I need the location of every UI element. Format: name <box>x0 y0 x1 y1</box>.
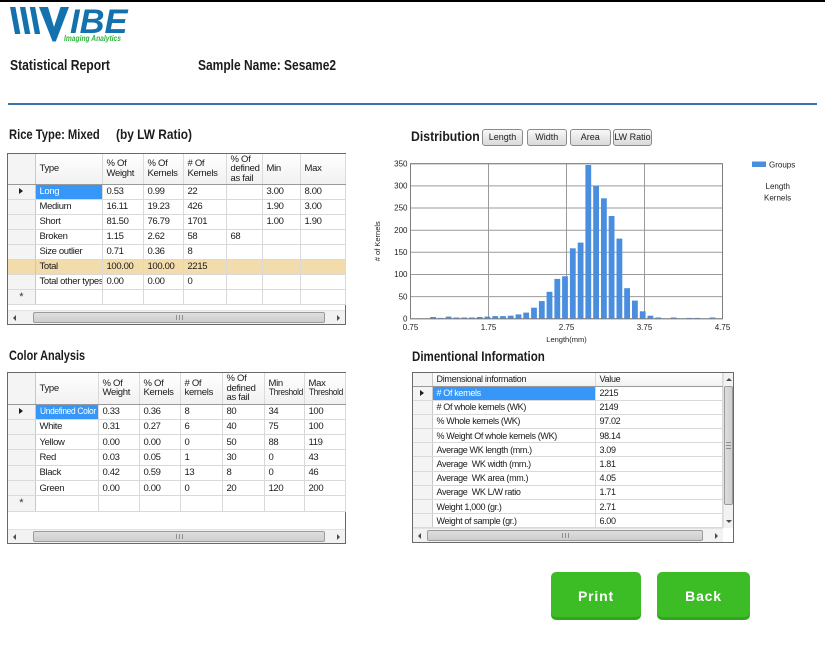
svg-text:250: 250 <box>394 204 408 213</box>
svg-text:100: 100 <box>394 270 408 279</box>
svg-text:150: 150 <box>394 248 408 257</box>
svg-text:IBE: IBE <box>70 5 129 41</box>
svg-text:0: 0 <box>403 315 408 324</box>
svg-text:350: 350 <box>394 159 408 168</box>
svg-text:Groups: Groups <box>769 161 795 170</box>
svg-text:4.75: 4.75 <box>715 323 731 332</box>
svg-text:Length(mm): Length(mm) <box>546 335 587 344</box>
svg-text:200: 200 <box>394 226 408 235</box>
svg-text:2.75: 2.75 <box>559 323 575 332</box>
svg-text:50: 50 <box>399 292 408 301</box>
svg-text:0.75: 0.75 <box>403 323 419 332</box>
svg-text:Length: Length <box>766 182 790 191</box>
svg-text:# of Kernels: # of Kernels <box>373 221 382 261</box>
svg-text:Kernels: Kernels <box>764 194 791 203</box>
svg-text:3.75: 3.75 <box>637 323 653 332</box>
svg-text:1.75: 1.75 <box>481 323 497 332</box>
svg-text:Imaging Analytics: Imaging Analytics <box>64 34 121 43</box>
svg-text:300: 300 <box>394 182 408 191</box>
